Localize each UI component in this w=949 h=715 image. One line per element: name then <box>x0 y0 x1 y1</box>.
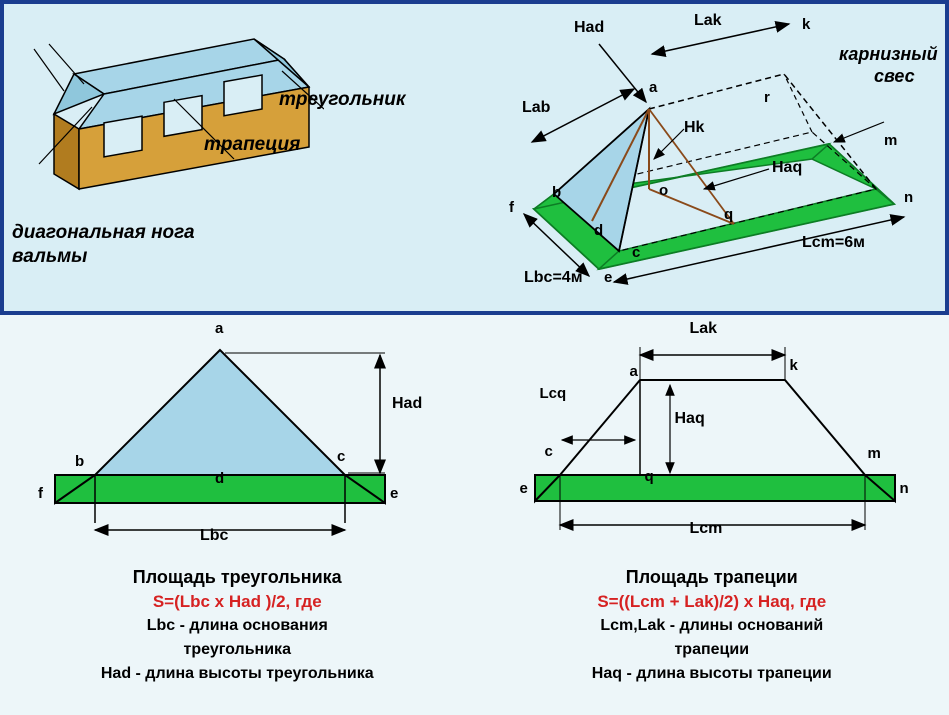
triangle-figure <box>0 325 474 555</box>
trap-e: e <box>520 480 528 497</box>
label-trapezoid: трапеция <box>204 134 300 156</box>
lbl-k: k <box>802 16 810 33</box>
tri-d: d <box>215 470 224 487</box>
lbl-had: Had <box>574 19 604 37</box>
tri-exp3: Had - длина высоты треугольника <box>0 664 475 685</box>
trap-exp1: Lcm,Lak - длины оснований <box>475 616 949 637</box>
lbl-o: o <box>659 182 668 199</box>
tri-exp1: Lbc - длина основания <box>0 616 475 637</box>
lbl-d: d <box>594 222 603 239</box>
lbl-c3d: c <box>632 244 640 261</box>
lbl-lab: Lab <box>522 99 550 117</box>
lbl-lbc: Lbc=4м <box>524 269 583 287</box>
tri-formula: S=(Lbc x Had )/2, где <box>0 592 475 612</box>
tri-had: Had <box>392 395 422 413</box>
lbl-e3d: e <box>604 269 612 286</box>
lbl-n: n <box>904 189 913 206</box>
lbl-f: f <box>509 199 514 216</box>
label-diag2: вальмы <box>12 246 87 268</box>
lbl-m: m <box>884 132 897 149</box>
tri-exp2: треугольника <box>0 640 475 661</box>
trap-haq: Haq <box>675 410 705 428</box>
trapezoid-column: Lak a k Lcq Haq c m q e n Lcm Площадь тр… <box>475 315 949 715</box>
tri-b: b <box>75 453 84 470</box>
tri-c: c <box>337 448 345 465</box>
trap-formula: S=((Lcm + Lak)/2) x Haq, где <box>475 592 949 612</box>
trap-n: n <box>900 480 909 497</box>
tri-e: e <box>390 485 398 502</box>
trap-exp2: трапеции <box>475 640 949 661</box>
trap-m: m <box>868 445 881 462</box>
lbl-haq: Haq <box>772 159 802 177</box>
lbl-b: b <box>552 184 561 201</box>
lbl-q: q <box>724 206 733 223</box>
trap-k: k <box>790 357 798 374</box>
label-triangle: треугольник <box>279 89 405 111</box>
top-panel: треугольник трапеция диагональная нога в… <box>0 0 949 315</box>
lbl-hk: Hk <box>684 119 704 137</box>
trap-lak: Lak <box>690 320 718 338</box>
lbl-a: a <box>649 79 657 96</box>
trap-lcq: Lcq <box>540 385 567 402</box>
lbl-r: r <box>764 89 770 106</box>
house-isometric <box>24 19 324 209</box>
trap-c: c <box>545 443 553 460</box>
bottom-panel: a b c d f e Had Lbc Площадь треугольника… <box>0 315 949 715</box>
lbl-lcm: Lcm=6м <box>802 234 865 252</box>
tri-a: a <box>215 320 223 337</box>
trap-a: a <box>630 363 638 380</box>
trap-lcm: Lcm <box>690 520 723 538</box>
lbl-lak: Lak <box>694 12 722 30</box>
trap-title: Площадь трапеции <box>475 567 949 588</box>
tri-lbc: Lbc <box>200 527 228 545</box>
trap-exp3: Haq - длина высоты трапеции <box>475 664 949 685</box>
tri-title: Площадь треугольника <box>0 567 475 588</box>
label-diag1: диагональная нога <box>12 222 195 244</box>
tri-f: f <box>38 485 43 502</box>
lbl-karn2: свес <box>874 66 915 87</box>
trap-q: q <box>645 468 654 485</box>
triangle-column: a b c d f e Had Lbc Площадь треугольника… <box>0 315 475 715</box>
lbl-karn1: карнизный <box>839 44 938 65</box>
